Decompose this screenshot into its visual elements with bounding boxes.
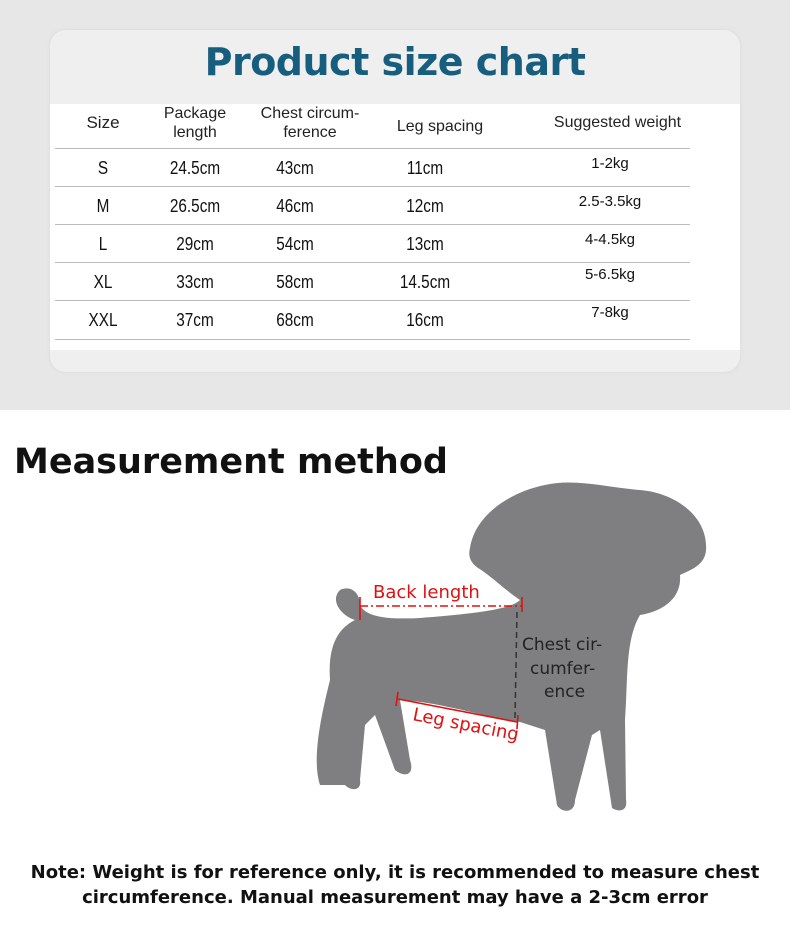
chest-label-1: Chest cir- — [522, 635, 602, 655]
cell-package-length: 37cm — [176, 310, 214, 330]
cell-size: S — [97, 158, 109, 178]
header-suggested-weight: Suggested weight — [553, 114, 682, 131]
size-chart-title: Product size chart — [204, 40, 586, 84]
cell-weight: 2.5-3.5kg — [578, 193, 642, 210]
size-chart-table — [50, 104, 740, 350]
back-length-marker — [359, 597, 523, 620]
cell-size: M — [96, 196, 110, 216]
cell-leg-spacing: 16cm — [406, 310, 444, 330]
cell-package-length: 29cm — [176, 234, 214, 254]
leg-spacing-marker — [395, 691, 519, 730]
cell-package-length: 33cm — [176, 272, 214, 292]
cell-package-length: 24.5cm — [169, 158, 221, 178]
cell-size: XXL — [88, 310, 118, 330]
chest-label-2: cumfer- — [530, 659, 595, 679]
note-line-2: circumference. Manual measurement may ha… — [82, 887, 708, 908]
cell-chest: 54cm — [276, 234, 314, 254]
measurement-title: Measurement method — [14, 442, 448, 482]
cell-leg-spacing: 14.5cm — [399, 272, 451, 292]
header-chest: Chest circum-ference — [260, 105, 360, 141]
table-rule — [55, 224, 690, 225]
note: Note: Weight is for reference only, it i… — [0, 860, 790, 910]
table-rule — [55, 186, 690, 187]
back-length-label: Back length — [373, 582, 480, 603]
cell-package-length: 26.5cm — [169, 196, 221, 216]
cell-weight: 4-4.5kg — [584, 231, 636, 248]
chest-label-3: ence — [544, 682, 585, 702]
cell-chest: 68cm — [276, 310, 314, 330]
cell-leg-spacing: 12cm — [406, 196, 444, 216]
cell-leg-spacing: 13cm — [406, 234, 444, 254]
cell-size: L — [98, 234, 108, 254]
table-rule — [55, 339, 690, 340]
table-rule — [55, 262, 690, 263]
header-package-length: Package length — [163, 105, 227, 141]
dog-silhouette-icon — [316, 482, 707, 811]
cell-leg-spacing: 11cm — [406, 158, 444, 178]
cell-chest: 46cm — [276, 196, 314, 216]
chest-marker — [514, 611, 518, 719]
table-rule — [55, 300, 690, 301]
header-size: Size — [86, 113, 120, 132]
cell-chest: 43cm — [276, 158, 314, 178]
cell-size: XL — [93, 272, 113, 292]
cell-weight: 5-6.5kg — [584, 266, 636, 283]
cell-weight: 1-2kg — [591, 155, 629, 172]
header-leg-spacing: Leg spacing — [396, 118, 484, 135]
table-rule — [55, 148, 690, 149]
note-line-1: Note: Weight is for reference only, it i… — [30, 862, 760, 883]
cell-weight: 7-8kg — [591, 304, 629, 321]
cell-chest: 58cm — [276, 272, 314, 292]
